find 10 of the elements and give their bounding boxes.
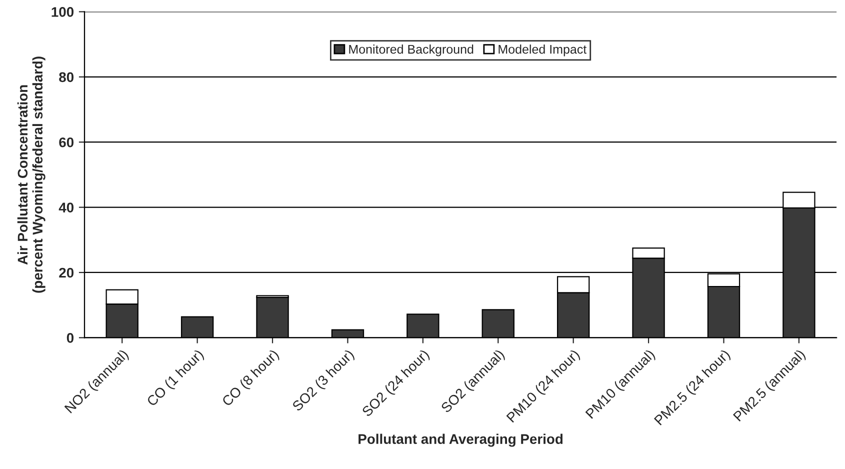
legend-label: Modeled Impact bbox=[498, 44, 587, 56]
y-tick-label: 0 bbox=[66, 333, 74, 343]
legend-label: Monitored Background bbox=[349, 44, 474, 56]
y-tick-label: 100 bbox=[52, 7, 74, 17]
y-axis-title: Air Pollutant Concentration (percent Wyoming/federal standard) bbox=[17, 56, 46, 293]
x-axis-title: Pollutant and Averaging Period bbox=[358, 434, 563, 447]
y-tick-label: 20 bbox=[59, 268, 74, 278]
y-tick-label: 40 bbox=[58, 202, 74, 212]
y-tick-label: 60 bbox=[59, 137, 74, 148]
y-tick-label: 80 bbox=[59, 72, 74, 82]
